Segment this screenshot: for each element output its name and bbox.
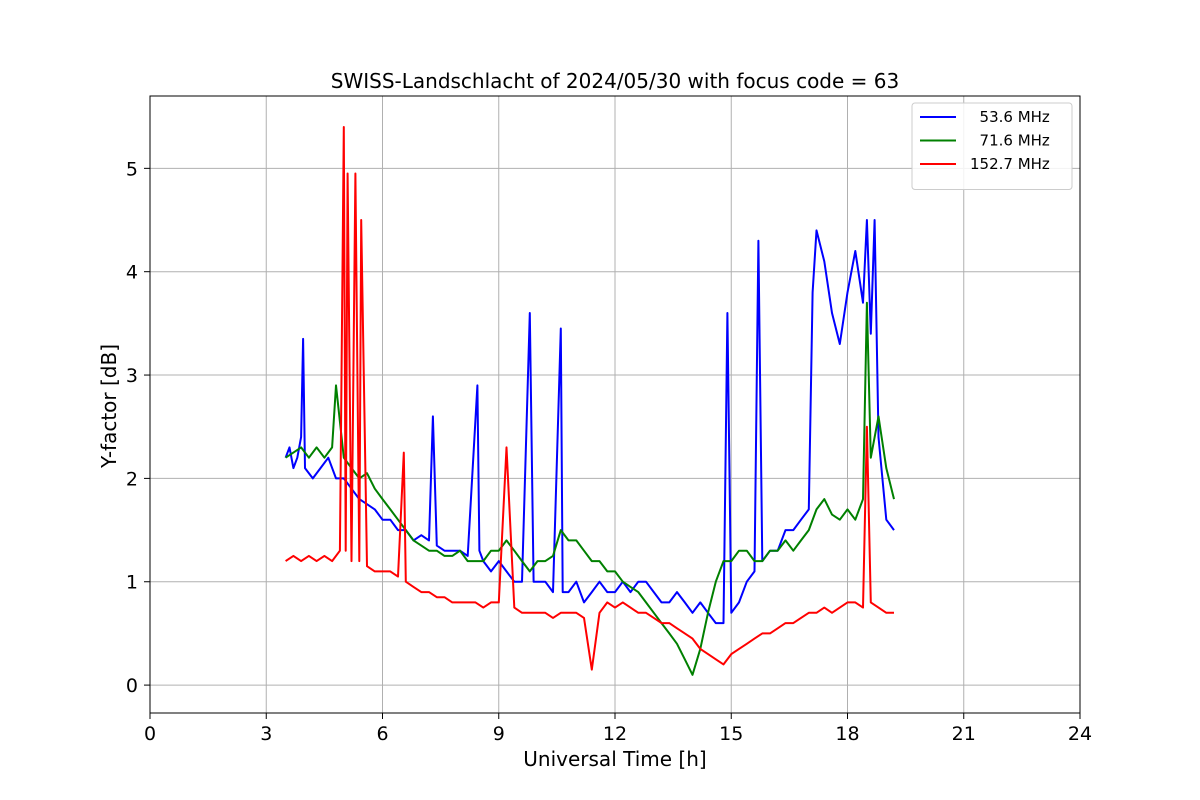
y-tick-label: 1 (126, 572, 138, 594)
series-lines (284, 126, 895, 676)
legend-label: 71.6 MHz (970, 132, 1050, 150)
legend-label: 53.6 MHz (970, 108, 1050, 126)
x-tick-label: 12 (603, 723, 627, 745)
x-tick-label: 0 (144, 723, 156, 745)
series-line-3 (285, 126, 894, 671)
legend: 53.6 MHz 71.6 MHz 152.7 MHz (911, 102, 1073, 190)
x-axis: 0 3 6 9 12 15 18 21 24 (144, 713, 1092, 745)
y-tick-label: 3 (126, 365, 138, 387)
y-tick-label: 5 (126, 158, 138, 180)
chart-title: SWISS-Landschlacht of 2024/05/30 with fo… (331, 69, 899, 93)
y-axis-title: Y-factor [dB] (97, 344, 121, 469)
x-tick-label: 24 (1068, 723, 1092, 745)
x-tick-label: 18 (835, 723, 859, 745)
legend-box (911, 102, 1073, 190)
x-axis-title: Universal Time [h] (523, 747, 706, 771)
legend-label: 152.7 MHz (970, 155, 1050, 173)
x-tick-label: 3 (260, 723, 272, 745)
x-tick-label: 6 (376, 723, 388, 745)
y-tick-label: 4 (126, 262, 138, 284)
y-axis: 0 1 2 3 4 5 (126, 158, 150, 697)
y-tick-label: 2 (126, 468, 138, 490)
series-line-2 (285, 301, 895, 676)
series-line-1 (284, 219, 895, 625)
y-tick-label: 0 (126, 675, 138, 697)
x-tick-label: 21 (952, 723, 976, 745)
x-tick-label: 9 (493, 723, 505, 745)
x-tick-label: 15 (719, 723, 743, 745)
